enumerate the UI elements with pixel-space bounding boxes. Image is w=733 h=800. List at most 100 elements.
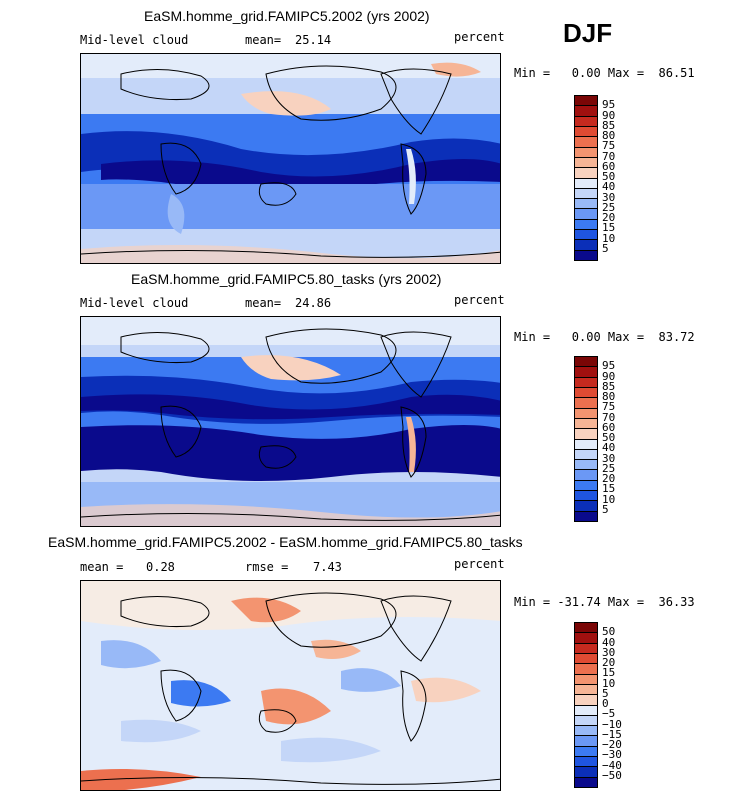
colorbar-swatch (575, 209, 597, 220)
colorbar-swatch (575, 674, 597, 685)
colorbar-swatch (575, 168, 597, 179)
colorbar-tick-label: 60 (602, 159, 616, 173)
colorbar-swatch (575, 726, 597, 737)
colorbar-tick-label: −30 (602, 748, 622, 762)
panel-1-mean-value: 25.14 (295, 33, 332, 47)
panel-1-variable-label: Mid-level cloud (80, 33, 189, 47)
colorbar-swatch (575, 684, 597, 696)
panel-3-stats: Min = -31.74 Max = 36.33 (514, 595, 695, 609)
colorbar-tick-label: 70 (602, 410, 616, 424)
colorbar-tick-label: 50 (602, 625, 616, 639)
panel-1-stats: Min = 0.00 Max = 86.51 (514, 66, 695, 80)
colorbar-swatch (575, 398, 597, 409)
panel-3-colorbar (574, 622, 598, 788)
colorbar-swatch (575, 106, 597, 117)
colorbar-swatch (575, 715, 597, 727)
colorbar-tick-label: 0 (602, 697, 609, 710)
colorbar-tick-label: −20 (602, 738, 622, 751)
colorbar-tick-label: 90 (602, 369, 616, 383)
panel-2-mean-label: mean= (245, 296, 282, 310)
colorbar-tick-label: 40 (602, 635, 616, 649)
colorbar-swatch (575, 480, 597, 492)
panel-1-mean-label: mean= (245, 33, 282, 47)
colorbar-swatch (575, 470, 597, 481)
panel-3-colorbar-ticks: 50 40 30 20 15 10 5 0 −5 −10 −15 −20 −30 −40 −50 (602, 622, 642, 788)
colorbar-tick-label: 20 (602, 472, 616, 485)
colorbar-swatch (575, 377, 597, 388)
colorbar-swatch (575, 695, 597, 706)
season-label: DJF (563, 18, 613, 48)
colorbar-swatch (575, 653, 597, 665)
colorbar-swatch (575, 408, 597, 419)
colorbar-tick-label: 60 (602, 420, 616, 434)
panel-2-mean-value: 24.86 (295, 296, 332, 310)
colorbar-tick-label: 80 (602, 129, 616, 142)
colorbar-tick-label: 85 (602, 118, 616, 132)
panel-2-colorbar-ticks: 95 90 85 80 75 70 60 50 40 30 25 20 15 10 5 (602, 356, 642, 522)
panel-2-variable-label: Mid-level cloud (80, 296, 189, 310)
colorbar-tick-label: 25 (602, 461, 616, 475)
colorbar-swatch (575, 147, 597, 158)
colorbar-swatch (575, 439, 597, 450)
colorbar-tick-label: 10 (602, 492, 616, 506)
colorbar-tick-label: 90 (602, 108, 616, 122)
colorbar-tick-label: 95 (602, 98, 616, 112)
colorbar-tick-label: 20 (602, 656, 616, 669)
panel-3-mean-value: 0.28 (146, 560, 175, 574)
colorbar-swatch (575, 418, 597, 430)
colorbar-swatch (575, 178, 597, 189)
colorbar-tick-label: 15 (602, 482, 616, 496)
colorbar-swatch (575, 767, 597, 778)
panel-1-map (80, 53, 501, 264)
colorbar-swatch (575, 387, 597, 399)
colorbar-swatch (575, 357, 597, 368)
colorbar-tick-label: 75 (602, 139, 616, 153)
colorbar-swatch (575, 230, 597, 241)
colorbar-tick-label: −50 (602, 768, 622, 782)
panel-1-colorbar (574, 95, 598, 261)
colorbar-swatch (575, 705, 597, 716)
colorbar-tick-label: 40 (602, 180, 616, 194)
colorbar-swatch (575, 429, 597, 440)
colorbar-swatch (575, 460, 597, 471)
colorbar-swatch (575, 664, 597, 675)
panel-2-title: EaSM.homme_grid.FAMIPC5.80_tasks (yrs 20… (131, 271, 442, 287)
colorbar-tick-label: 15 (602, 221, 616, 235)
colorbar-tick-label: 50 (602, 170, 616, 183)
colorbar-swatch (575, 240, 597, 251)
colorbar-swatch (575, 643, 597, 654)
colorbar-tick-label: 5 (602, 686, 609, 700)
colorbar-swatch (575, 137, 597, 148)
colorbar-tick-label: 15 (602, 666, 616, 680)
colorbar-tick-label: −15 (602, 727, 622, 741)
colorbar-swatch (575, 501, 597, 512)
colorbar-tick-label: 10 (602, 231, 616, 245)
colorbar-swatch (575, 126, 597, 138)
colorbar-swatch (575, 116, 597, 127)
colorbar-tick-label: 50 (602, 431, 616, 444)
colorbar-tick-label: 5 (602, 241, 609, 255)
colorbar-tick-label: 30 (602, 190, 616, 204)
colorbar-tick-label: −40 (602, 758, 622, 772)
colorbar-tick-label: 75 (602, 400, 616, 414)
panel-1-title: EaSM.homme_grid.FAMIPC5.2002 (yrs 2002) (144, 8, 430, 24)
colorbar-swatch (575, 250, 597, 260)
colorbar-tick-label: 10 (602, 676, 616, 690)
panel-2-colorbar (574, 356, 598, 522)
colorbar-tick-label: −10 (602, 717, 622, 731)
colorbar-tick-label: 30 (602, 451, 616, 465)
panel-2-map (80, 316, 501, 527)
colorbar-swatch (575, 157, 597, 169)
colorbar-tick-label: 85 (602, 379, 616, 393)
panel-2-map-svg (81, 317, 500, 526)
colorbar-tick-label: 70 (602, 149, 616, 163)
colorbar-swatch (575, 219, 597, 231)
panel-3-map-svg (81, 581, 500, 790)
colorbar-tick-label: 95 (602, 359, 616, 373)
panel-3-units: percent (454, 557, 505, 571)
panel-3-map (80, 580, 501, 791)
panel-3-title: EaSM.homme_grid.FAMIPC5.2002 - EaSM.homm… (48, 534, 523, 550)
colorbar-swatch (575, 633, 597, 644)
panel-1-map-svg (81, 54, 500, 263)
colorbar-swatch (575, 96, 597, 107)
